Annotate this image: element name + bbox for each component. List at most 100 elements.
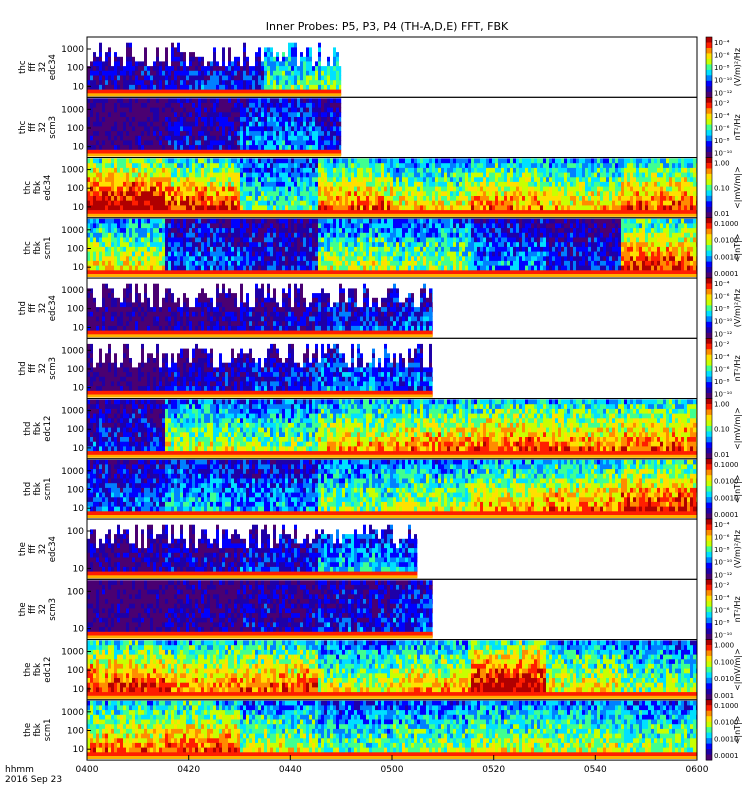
heatmap-cell (87, 228, 90, 234)
heatmap-cell (228, 75, 231, 81)
heatmap-cell (660, 191, 663, 197)
heatmap-cell (162, 163, 165, 169)
heatmap-cell (495, 172, 498, 178)
heatmap-cell (495, 210, 498, 216)
heatmap-cell (183, 256, 186, 262)
heatmap-cell (87, 117, 90, 123)
heatmap-cell (261, 84, 264, 91)
heatmap-cell (354, 196, 357, 202)
heatmap-cell (417, 186, 420, 192)
heatmap-cell (177, 117, 180, 123)
heatmap-cell (96, 158, 99, 164)
heatmap-cell (123, 167, 126, 174)
heatmap-cell (267, 242, 270, 248)
heatmap-cell (201, 167, 204, 174)
heatmap-cell (639, 181, 642, 188)
heatmap-cell (306, 52, 309, 58)
heatmap-cell (102, 218, 105, 224)
heatmap-cell (504, 172, 507, 178)
heatmap-cell (336, 56, 339, 62)
heatmap-cell (105, 102, 108, 109)
heatmap-cell (558, 163, 561, 169)
heatmap-cell (435, 163, 438, 169)
heatmap-cell (99, 200, 102, 206)
heatmap-cell (237, 163, 240, 169)
heatmap-cell (153, 223, 156, 229)
heatmap-cell (303, 140, 306, 146)
heatmap-cell (519, 167, 522, 174)
heatmap-cell (513, 158, 516, 164)
heatmap-cell (333, 167, 336, 174)
heatmap-cell (93, 181, 96, 188)
heatmap-cell (162, 121, 165, 127)
heatmap-cell (309, 172, 312, 178)
heatmap-cell (531, 181, 534, 188)
heatmap-cell (258, 172, 261, 178)
heatmap-cell (627, 163, 630, 169)
heatmap-cell (255, 89, 258, 95)
heatmap-cell (279, 163, 282, 169)
heatmap-cell (315, 158, 318, 164)
heatmap-cell (162, 223, 165, 229)
heatmap-cell (243, 186, 246, 192)
heatmap-cell (147, 112, 150, 118)
heatmap-cell (252, 191, 255, 197)
heatmap-cell (216, 131, 219, 137)
heatmap-cell (168, 223, 171, 229)
heatmap-cell (306, 196, 309, 202)
heatmap-cell (447, 210, 450, 216)
heatmap-cell (108, 218, 111, 224)
heatmap-cell (693, 177, 696, 183)
heatmap-cell (270, 52, 273, 58)
heatmap-cell (345, 177, 348, 183)
heatmap-cell (333, 131, 336, 137)
heatmap-cell (234, 167, 237, 174)
heatmap-cell (513, 181, 516, 188)
heatmap-cell (138, 149, 141, 155)
heatmap-cell (471, 200, 474, 206)
heatmap-cell (210, 117, 213, 123)
heatmap-cell (231, 89, 234, 95)
heatmap-cell (156, 205, 159, 211)
heatmap-cell (216, 237, 219, 243)
heatmap-cell (120, 117, 123, 123)
heatmap-cell (180, 246, 183, 253)
heatmap-cell (165, 177, 168, 183)
heatmap-cell (168, 135, 171, 141)
heatmap-cell (594, 191, 597, 197)
heatmap-cell (243, 265, 246, 271)
heatmap-cell (285, 117, 288, 123)
heatmap-cell (108, 158, 111, 164)
heatmap-cell (420, 163, 423, 169)
heatmap-cell (237, 131, 240, 137)
heatmap-cell (108, 52, 111, 58)
heatmap-cell (588, 158, 591, 164)
heatmap-cell (393, 181, 396, 188)
heatmap-cell (165, 186, 168, 192)
heatmap-cell (132, 84, 135, 91)
heatmap-cell (183, 228, 186, 234)
heatmap-cell (258, 191, 261, 197)
heatmap-cell (615, 181, 618, 188)
heatmap-cell (588, 210, 591, 216)
heatmap-cell (336, 75, 339, 81)
heatmap-cell (150, 126, 153, 132)
heatmap-cell (339, 200, 342, 206)
heatmap-cell (192, 112, 195, 118)
heatmap-cell (294, 181, 297, 188)
heatmap-cell (483, 196, 486, 202)
heatmap-cell (201, 117, 204, 123)
heatmap-cell (87, 107, 90, 113)
heatmap-cell (291, 112, 294, 118)
heatmap-cell (300, 158, 303, 164)
heatmap-cell (195, 205, 198, 211)
heatmap-cell (267, 131, 270, 137)
heatmap-cell (417, 158, 420, 164)
heatmap-cell (444, 191, 447, 197)
heatmap-cell (582, 200, 585, 206)
heatmap-cell (633, 191, 636, 197)
heatmap-cell (177, 158, 180, 164)
heatmap-cell (621, 163, 624, 169)
heatmap-cell (192, 163, 195, 169)
heatmap-cell (498, 177, 501, 183)
